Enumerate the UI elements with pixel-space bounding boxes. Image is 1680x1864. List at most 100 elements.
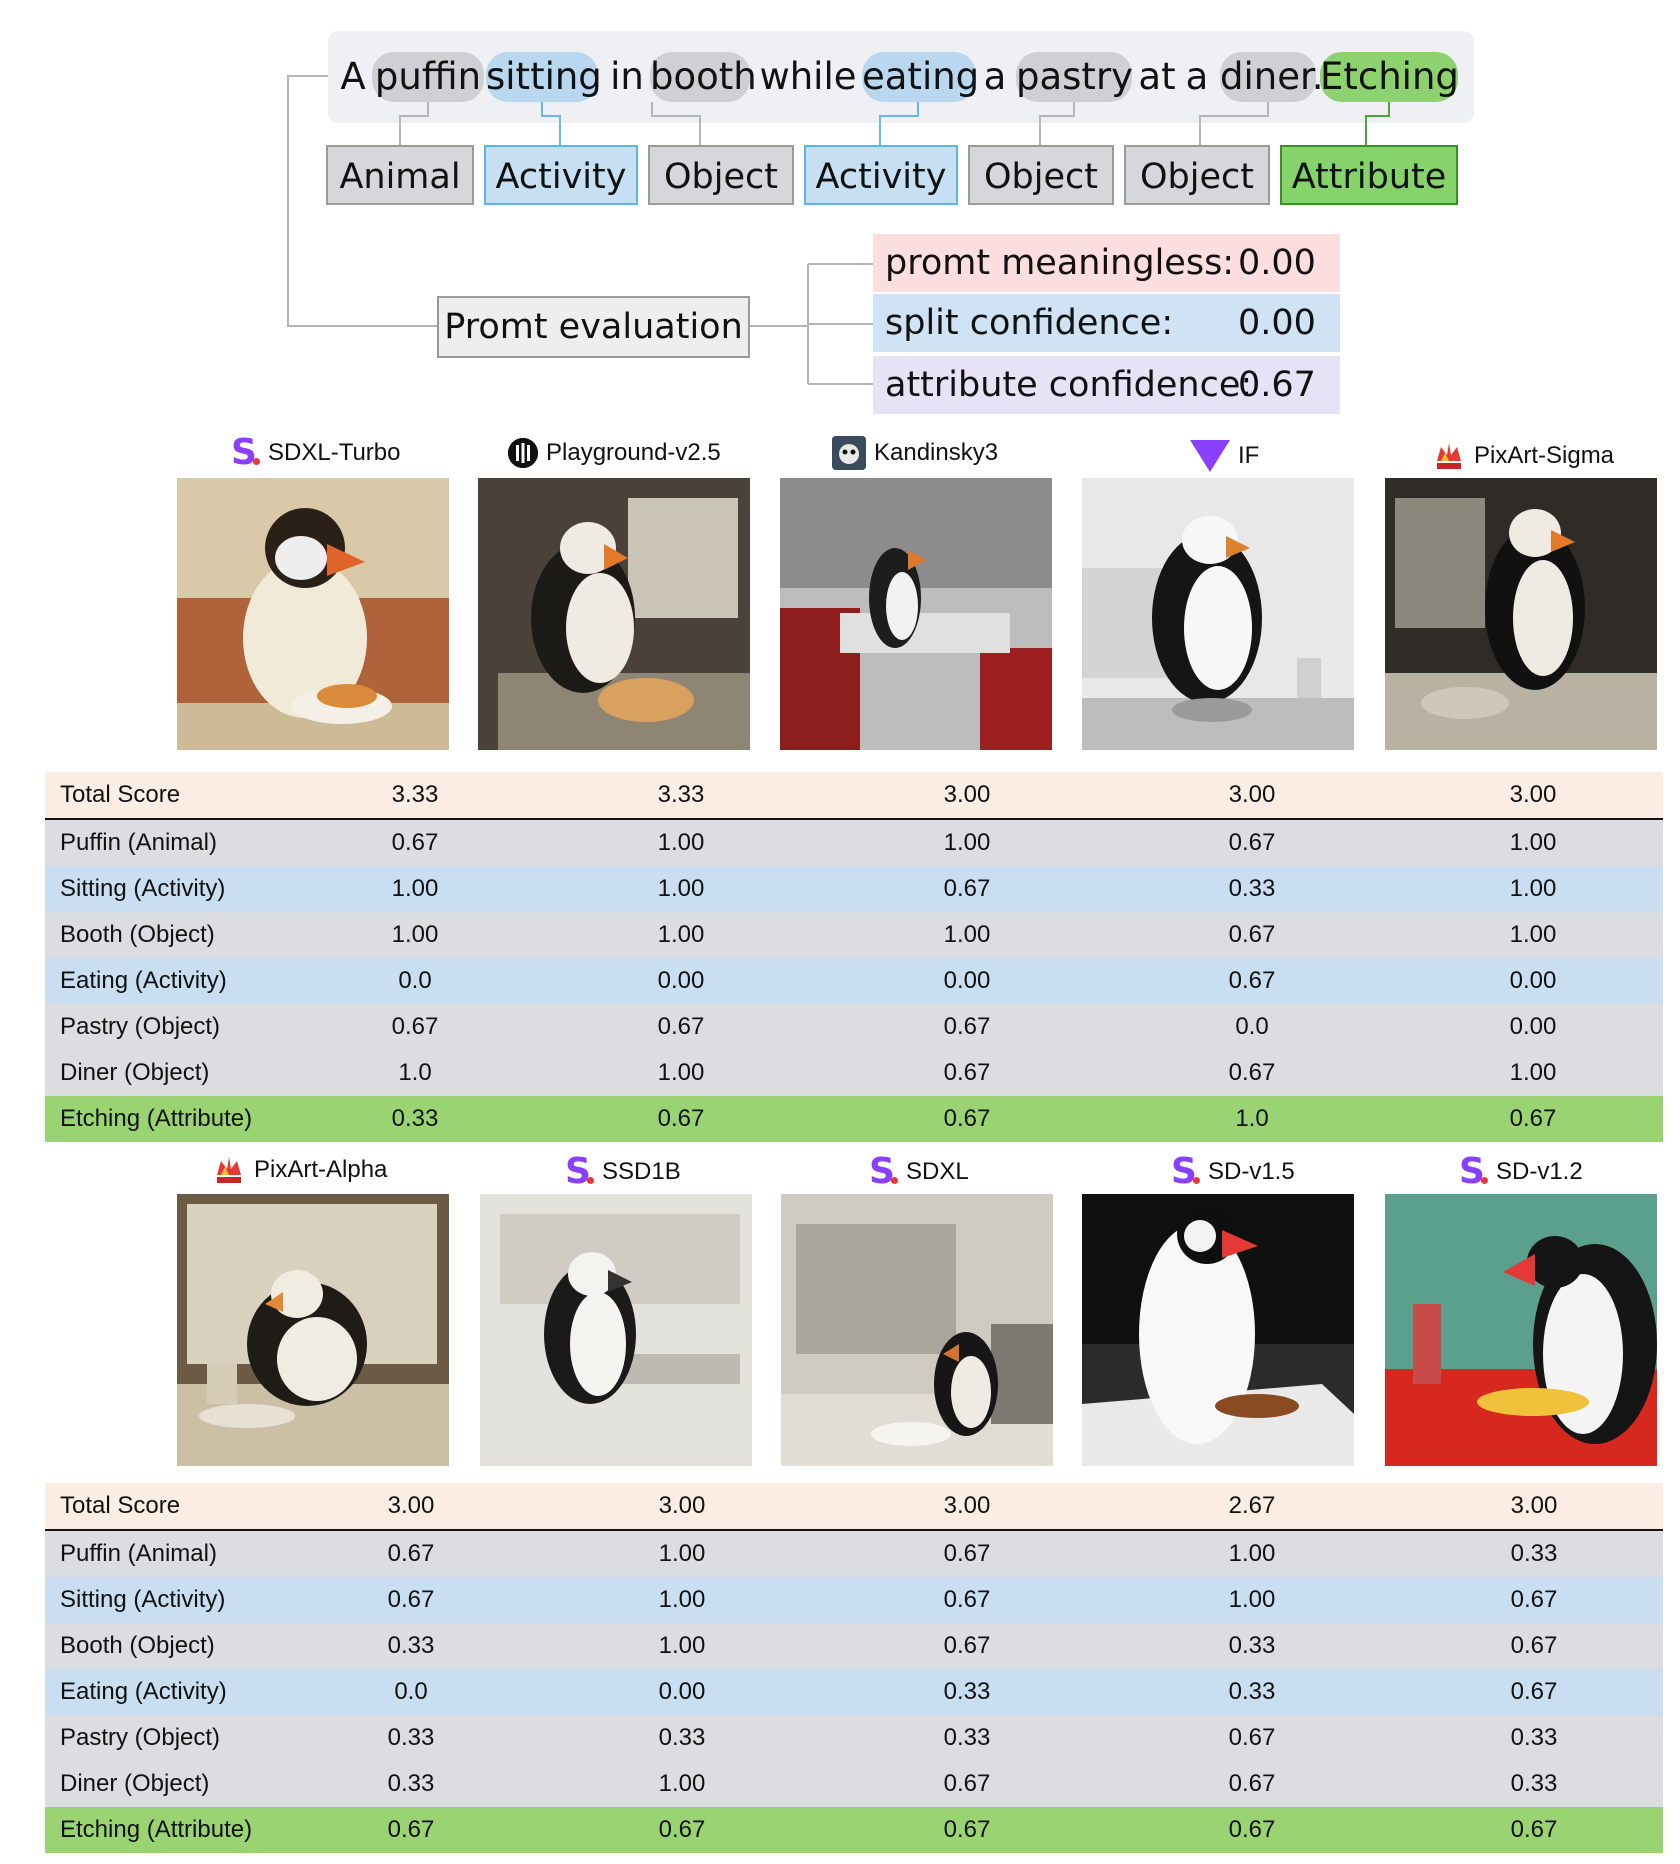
score-cell: 0.0 <box>1235 1013 1269 1040</box>
score-cell: 1.00 <box>657 1059 705 1086</box>
category-object: Object <box>648 145 794 205</box>
sitting-row: Sitting (Activity) 0.67 1.00 0.67 1.00 0.67 <box>45 1577 1663 1623</box>
score-cell: 1.00 <box>1509 875 1557 902</box>
pixart-logo-icon <box>212 1153 246 1187</box>
score-cell: 3.00 <box>387 1492 435 1519</box>
row-label: Etching (Attribute) <box>60 1105 253 1132</box>
prompt-token: a <box>983 55 1007 98</box>
score-cell: 3.00 <box>658 1492 706 1519</box>
generated-image-kandinsky3 <box>780 478 1052 750</box>
score-cell: 0.00 <box>658 1678 706 1705</box>
model-header-sd-v1-2: S SD-v1.2 <box>1456 1152 1583 1192</box>
model-name: SDXL-Turbo <box>268 439 401 466</box>
score-cell: 1.00 <box>658 1586 706 1613</box>
score-cell: 0.67 <box>943 1059 991 1086</box>
score-cell: 0.33 <box>1228 1632 1276 1659</box>
score-table-group-2: Total Score 3.00 3.00 3.00 2.67 3.00 Puffin (A… <box>45 1483 1663 1853</box>
model-name: Playground-v2.5 <box>546 439 721 466</box>
score-cell: 3.00 <box>1509 781 1557 808</box>
eating-row: Eating (Activity) 0.0 0.00 0.33 0.33 0.67 <box>45 1669 1663 1715</box>
score-cell: 0.00 <box>943 967 991 994</box>
score-cell: 0.67 <box>943 1013 991 1040</box>
model-name: IF <box>1238 442 1260 469</box>
score-cell: 0.67 <box>391 1013 439 1040</box>
generated-image-sd-v1-2 <box>1385 1194 1657 1466</box>
prompt-token-etching: Etching <box>1320 52 1459 102</box>
score-cell: 0.33 <box>1228 1678 1276 1705</box>
row-label: Puffin (Animal) <box>60 829 217 856</box>
score-cell: 1.0 <box>398 1059 432 1086</box>
stability-s-logo-icon: S <box>1168 1152 1200 1192</box>
metric-split-confidence: split confidence: 0.00 <box>873 294 1340 352</box>
category-animal: Animal <box>326 145 474 205</box>
model-name: PixArt-Sigma <box>1474 442 1615 469</box>
score-cell: 0.00 <box>1509 967 1557 994</box>
stability-s-logo-icon: S <box>866 1152 898 1192</box>
generated-image-pixart-sigma <box>1385 478 1657 750</box>
score-cell: 0.33 <box>391 1105 439 1132</box>
row-label: Total Score <box>60 781 181 808</box>
model-header-pixart-sigma: PixArt-Sigma <box>1432 436 1614 476</box>
prompt-token-puffin: puffin <box>372 52 484 102</box>
score-cell: 1.00 <box>391 921 439 948</box>
total-score-row: Total Score 3.33 3.33 3.00 3.00 3.00 <box>45 772 1663 820</box>
prompt-token: while <box>759 55 857 98</box>
category-object: Object <box>968 145 1114 205</box>
model-name: SD-v1.5 <box>1208 1158 1295 1185</box>
model-header-playground: Playground-v2.5 <box>508 433 721 473</box>
score-cell: 0.67 <box>1510 1678 1558 1705</box>
model-header-kandinsky3: Kandinsky3 <box>832 433 998 473</box>
score-cell: 3.33 <box>657 781 705 808</box>
row-label: Puffin (Animal) <box>60 1540 217 1567</box>
score-cell: 0.33 <box>387 1770 435 1797</box>
playground-logo-icon <box>508 438 538 468</box>
score-cell: 1.00 <box>391 875 439 902</box>
score-cell: 0.67 <box>943 1632 991 1659</box>
score-cell: 0.67 <box>1228 1724 1276 1751</box>
row-label: Sitting (Activity) <box>60 875 226 902</box>
score-cell: 0.33 <box>1510 1724 1558 1751</box>
prompt-token-booth: booth <box>650 52 757 102</box>
score-cell: 0.33 <box>943 1678 991 1705</box>
score-cell: 0.67 <box>943 875 991 902</box>
model-header-sd-v1-5: S SD-v1.5 <box>1168 1152 1295 1192</box>
score-cell: 0.67 <box>657 1105 705 1132</box>
prompt-token: at <box>1138 55 1176 98</box>
score-cell: 0.67 <box>1228 1770 1276 1797</box>
model-header-if: IF <box>1190 436 1259 476</box>
score-cell: 3.00 <box>1228 781 1276 808</box>
score-cell: 0.33 <box>1228 875 1276 902</box>
stability-s-logo-icon: S <box>562 1152 594 1192</box>
score-cell: 0.67 <box>1509 1105 1557 1132</box>
score-cell: 0.67 <box>943 1105 991 1132</box>
score-cell: 0.67 <box>387 1540 435 1567</box>
etching-row: Etching (Attribute) 0.33 0.67 0.67 1.0 0.67 <box>45 1096 1663 1142</box>
score-cell: 3.00 <box>1510 1492 1558 1519</box>
score-cell: 0.33 <box>387 1724 435 1751</box>
category-activity: Activity <box>804 145 958 205</box>
score-cell: 0.33 <box>1510 1770 1558 1797</box>
pixart-logo-icon <box>1432 439 1466 473</box>
score-cell: 0.67 <box>943 1816 991 1843</box>
model-name: Kandinsky3 <box>874 439 999 466</box>
kandinsky-logo-icon <box>832 436 866 470</box>
row-label: Etching (Attribute) <box>60 1816 253 1843</box>
stability-s-logo-icon: S <box>228 433 260 473</box>
prompt-token: a <box>1185 55 1209 98</box>
score-cell: 3.33 <box>391 781 439 808</box>
score-cell: 0.67 <box>1228 829 1276 856</box>
model-header-ssd1b: S SSD1B <box>562 1152 681 1192</box>
score-cell: 3.00 <box>943 781 991 808</box>
metric-attribute-confidence: attribute confidence: 0.67 <box>873 356 1340 414</box>
row-label: Booth (Object) <box>60 921 215 948</box>
prompt-evaluation-box: Promt evaluation <box>437 296 750 358</box>
prompt-token: in <box>610 55 644 98</box>
score-cell: 0.67 <box>1228 1816 1276 1843</box>
score-cell: 0.67 <box>658 1816 706 1843</box>
score-cell: 0.67 <box>943 1540 991 1567</box>
score-cell: 1.00 <box>1509 921 1557 948</box>
total-score-row: Total Score 3.00 3.00 3.00 2.67 3.00 <box>45 1483 1663 1531</box>
score-cell: 0.0 <box>394 1678 428 1705</box>
score-cell: 1.00 <box>657 921 705 948</box>
score-cell: 0.00 <box>1509 1013 1557 1040</box>
